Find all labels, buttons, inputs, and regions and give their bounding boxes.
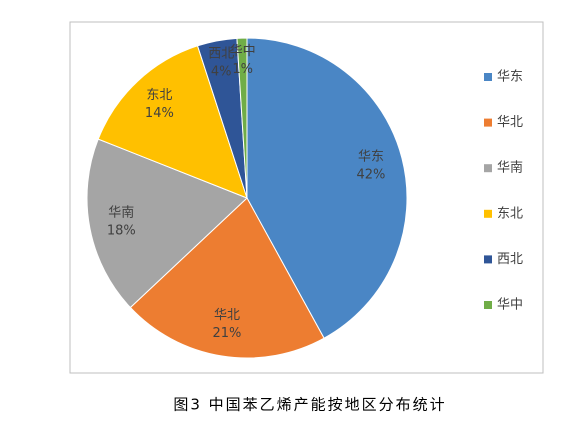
legend-label: 华北 [497, 115, 523, 130]
chart-caption: 图3 中国苯乙烯产能按地区分布统计 [173, 396, 446, 414]
legend-swatch [484, 209, 492, 218]
data-label-name: 华南 [108, 204, 134, 220]
legend-swatch [484, 73, 492, 81]
data-label-value: 18% [107, 223, 136, 238]
data-label-name: 西北 [208, 46, 234, 61]
data-label-value: 14% [145, 106, 174, 121]
data-label-value: 42% [357, 168, 386, 183]
data-label-value: 4% [211, 64, 232, 79]
data-label-name: 华北 [214, 308, 240, 323]
data-label-value: 21% [213, 326, 242, 341]
legend-label: 华中 [497, 298, 523, 313]
legend-swatch [484, 118, 492, 127]
pie-slice [246, 37, 408, 339]
legend-label: 东北 [497, 206, 523, 221]
legend-swatch [484, 164, 492, 173]
data-label-name: 华东 [358, 150, 384, 165]
legend-label: 西北 [497, 252, 523, 267]
data-label-name: 华中 [230, 44, 256, 59]
data-label-name: 东北 [146, 88, 172, 103]
pie-slice [129, 197, 325, 359]
legend-swatch [484, 255, 492, 264]
data-label-value: 1% [232, 62, 253, 77]
pie-slice [236, 37, 248, 199]
legend-label: 华东 [497, 70, 523, 85]
legend-label: 华南 [497, 160, 523, 176]
pie-slice [86, 138, 248, 309]
legend-swatch [484, 301, 492, 309]
